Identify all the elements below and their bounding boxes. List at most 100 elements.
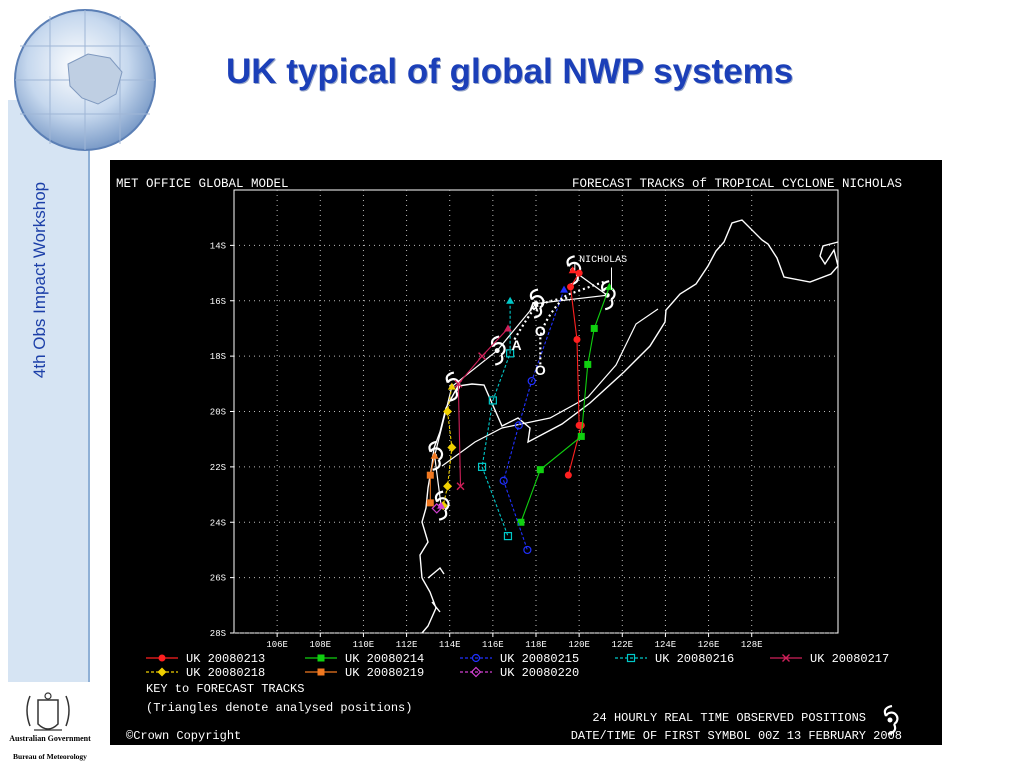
x-tick-label: 108E bbox=[309, 640, 331, 650]
series-track bbox=[477, 296, 515, 541]
y-tick-label: 28S bbox=[210, 629, 226, 639]
legend-label: UK 20080213 bbox=[186, 652, 265, 666]
y-tick-label: 26S bbox=[210, 574, 226, 584]
series-point bbox=[567, 283, 575, 291]
legend-label: UK 20080219 bbox=[345, 666, 424, 680]
series-point bbox=[577, 421, 585, 429]
legend-swatch-marker bbox=[471, 653, 481, 663]
series-point bbox=[527, 376, 536, 386]
series-point bbox=[456, 482, 465, 491]
series-point bbox=[514, 421, 523, 430]
x-tick-label: 116E bbox=[482, 640, 504, 650]
legend-swatch-marker bbox=[317, 668, 325, 676]
legend-swatch-marker bbox=[157, 667, 167, 677]
series-line bbox=[481, 300, 511, 537]
series-track bbox=[431, 501, 446, 514]
legend-entry: UK 20080220 bbox=[460, 666, 579, 680]
observed-note: 24 HOURLY REAL TIME OBSERVED POSITIONS bbox=[592, 711, 866, 725]
coastline bbox=[419, 219, 839, 634]
series-point bbox=[503, 531, 513, 541]
series-point bbox=[477, 462, 487, 471]
cyclone-track-chart: MET OFFICE GLOBAL MODEL FORECAST TRACKS … bbox=[110, 160, 942, 745]
legend-swatch-marker bbox=[626, 653, 636, 663]
legend-note: (Triangles denote analysed positions) bbox=[146, 701, 412, 715]
series-point bbox=[584, 360, 592, 368]
analysed-position-triangle bbox=[506, 296, 515, 304]
series-track bbox=[454, 324, 512, 491]
legend-label: UK 20080217 bbox=[810, 652, 889, 666]
legend-swatch-marker bbox=[470, 666, 482, 678]
y-tick-label: 22S bbox=[210, 463, 226, 473]
series-point bbox=[447, 442, 457, 452]
series-point bbox=[506, 349, 515, 358]
y-tick-label: 16S bbox=[210, 297, 226, 307]
series-point bbox=[536, 466, 544, 474]
series-point bbox=[443, 407, 453, 416]
observed-position-icon bbox=[883, 704, 899, 736]
y-tick-label: 18S bbox=[210, 352, 226, 362]
legend-entry: UK 20080215 bbox=[460, 652, 579, 666]
series-track bbox=[564, 266, 585, 479]
legend-entry: UK 20080217 bbox=[770, 652, 889, 666]
x-tick-label: 112E bbox=[396, 640, 418, 650]
legend-label: UK 20080220 bbox=[500, 666, 579, 680]
legend-label: UK 20080214 bbox=[345, 652, 424, 666]
series-point bbox=[590, 324, 598, 332]
x-tick-label: 106E bbox=[266, 640, 288, 650]
series-point bbox=[523, 545, 532, 555]
storm-name-label: NICHOLAS bbox=[579, 255, 627, 266]
legend-label: UK 20080216 bbox=[655, 652, 734, 666]
date-note: DATE/TIME OF FIRST SYMBOL 00Z 13 FEBRUAR… bbox=[571, 729, 902, 743]
legend-entry: UK 20080216 bbox=[615, 652, 734, 666]
x-tick-label: 110E bbox=[353, 640, 375, 650]
x-tick-label: 114E bbox=[439, 640, 461, 650]
legend-label: UK 20080215 bbox=[500, 652, 579, 666]
annotation-label: A bbox=[529, 298, 539, 314]
series-point bbox=[517, 518, 525, 526]
side-bar bbox=[8, 100, 90, 682]
series-track bbox=[499, 285, 569, 555]
series-line bbox=[520, 286, 610, 523]
analysed-position-triangle bbox=[430, 451, 439, 459]
x-tick-label: 120E bbox=[568, 640, 590, 650]
y-tick-label: 14S bbox=[210, 241, 226, 251]
series-track bbox=[426, 451, 439, 507]
series-point bbox=[426, 499, 434, 507]
annotation-label: O bbox=[535, 362, 546, 378]
legend-entry: UK 20080219 bbox=[305, 666, 424, 680]
slide-title: UK typical of global NWP systems bbox=[226, 52, 794, 91]
series-point bbox=[431, 503, 443, 514]
series-point bbox=[499, 476, 508, 485]
series-point bbox=[478, 352, 487, 361]
series-point bbox=[564, 471, 572, 479]
series-point bbox=[577, 432, 585, 440]
x-tick-label: 118E bbox=[525, 640, 547, 650]
analysed-position-triangle bbox=[560, 285, 569, 293]
logo-line2: Bureau of Meteorology bbox=[13, 752, 87, 761]
chart-header-right: FORECAST TRACKS of TROPICAL CYCLONE NICH… bbox=[572, 177, 902, 191]
legend-swatch-marker bbox=[158, 654, 166, 662]
coat-of-arms-icon bbox=[26, 692, 70, 731]
legend-swatch-marker bbox=[317, 654, 325, 662]
annotation-label: A bbox=[512, 337, 522, 353]
logo-line1: Australian Government bbox=[9, 734, 91, 743]
y-tick-label: 24S bbox=[210, 518, 226, 528]
storm-label-leader bbox=[574, 261, 612, 290]
series-point bbox=[575, 269, 583, 277]
legend-entry: UK 20080218 bbox=[146, 666, 265, 680]
legend-swatch-marker bbox=[782, 654, 790, 662]
chart-background bbox=[110, 160, 942, 745]
globe-icon bbox=[14, 9, 156, 151]
legend-label: UK 20080218 bbox=[186, 666, 265, 680]
series-point bbox=[488, 396, 497, 405]
y-tick-label: 20S bbox=[210, 408, 226, 418]
series-point bbox=[443, 481, 453, 491]
inland-contour bbox=[441, 308, 659, 467]
legend-entry: UK 20080214 bbox=[305, 652, 424, 666]
series-line bbox=[457, 328, 509, 487]
analysed-position-triangle bbox=[447, 382, 456, 390]
chart-header-left: MET OFFICE GLOBAL MODEL bbox=[116, 177, 289, 191]
analysis-arc bbox=[513, 296, 571, 341]
copyright-text: ©Crown Copyright bbox=[126, 729, 241, 743]
legend-entry: UK 20080213 bbox=[146, 652, 265, 666]
